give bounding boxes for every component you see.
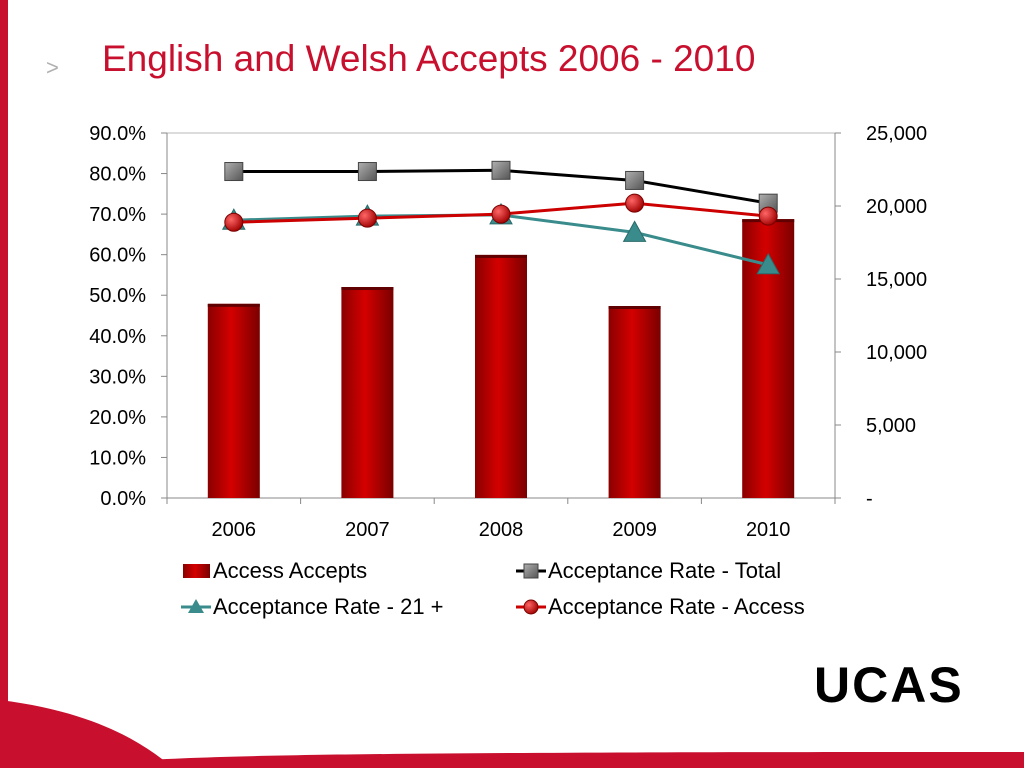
left-tick-label: 80.0% bbox=[89, 164, 146, 186]
left-tick-label: 20.0% bbox=[89, 407, 146, 429]
left-red-border bbox=[0, 0, 8, 768]
left-tick-label: 0.0% bbox=[100, 488, 146, 510]
bar-access-accepts bbox=[341, 287, 394, 498]
point-acceptance-total bbox=[357, 162, 377, 182]
bar-access-accepts bbox=[475, 254, 527, 498]
bar-top-edge bbox=[608, 306, 661, 310]
bar-top-edge bbox=[341, 287, 394, 291]
x-tick-label: 2008 bbox=[479, 519, 524, 541]
point-acceptance-total bbox=[625, 170, 645, 190]
point-acceptance-access bbox=[491, 204, 511, 224]
title-bullet: > bbox=[46, 55, 59, 80]
left-tick-label: 10.0% bbox=[89, 447, 146, 469]
legend-marker-triangle bbox=[188, 599, 204, 613]
x-tick-label: 2007 bbox=[345, 519, 390, 541]
point-acceptance-21-plus bbox=[756, 252, 781, 275]
left-tick-label: 30.0% bbox=[89, 366, 146, 388]
legend-marker-square bbox=[523, 563, 539, 579]
right-tick-label: 15,000 bbox=[866, 269, 927, 291]
point-acceptance-access bbox=[357, 208, 377, 228]
legend-label: Acceptance Rate - Total bbox=[548, 558, 781, 583]
bar-top-edge bbox=[207, 303, 260, 307]
right-tick-label: 5,000 bbox=[866, 415, 916, 437]
legend-label: Acceptance Rate - Access bbox=[548, 594, 805, 619]
left-tick-label: 50.0% bbox=[89, 285, 146, 307]
legend-label: Acceptance Rate - 21 + bbox=[213, 594, 444, 619]
point-acceptance-21-plus bbox=[622, 220, 647, 242]
x-tick-label: 2006 bbox=[212, 519, 257, 541]
legend-label: Access Accepts bbox=[213, 558, 367, 583]
bar-access-accepts bbox=[608, 306, 661, 498]
svg-text:UCAS: UCAS bbox=[814, 657, 964, 713]
ucas-logo: UCAS bbox=[814, 657, 964, 713]
left-tick-label: 70.0% bbox=[89, 204, 146, 226]
x-tick-label: 2009 bbox=[612, 519, 657, 541]
right-tick-label: 20,000 bbox=[866, 196, 927, 218]
right-tick-label: - bbox=[866, 488, 873, 510]
point-acceptance-total bbox=[224, 162, 244, 182]
x-tick-label: 2010 bbox=[746, 519, 791, 541]
right-tick-label: 25,000 bbox=[866, 123, 927, 145]
left-tick-label: 40.0% bbox=[89, 326, 146, 348]
point-acceptance-access bbox=[224, 212, 244, 232]
left-tick-label: 60.0% bbox=[89, 245, 146, 267]
legend-marker-circle bbox=[523, 599, 539, 615]
bottom-left-red-swoosh bbox=[0, 700, 175, 768]
page-title: English and Welsh Accepts 2006 - 2010 bbox=[102, 38, 756, 79]
bottom-red-band bbox=[60, 752, 1024, 768]
bar-top-edge bbox=[475, 254, 527, 258]
bar-access-accepts bbox=[207, 303, 260, 498]
point-acceptance-access bbox=[758, 206, 778, 226]
right-tick-label: 10,000 bbox=[866, 342, 927, 364]
legend-swatch-access-accepts bbox=[183, 564, 210, 578]
point-acceptance-access bbox=[625, 193, 645, 213]
left-tick-label: 90.0% bbox=[89, 123, 146, 145]
point-acceptance-total bbox=[491, 160, 511, 180]
